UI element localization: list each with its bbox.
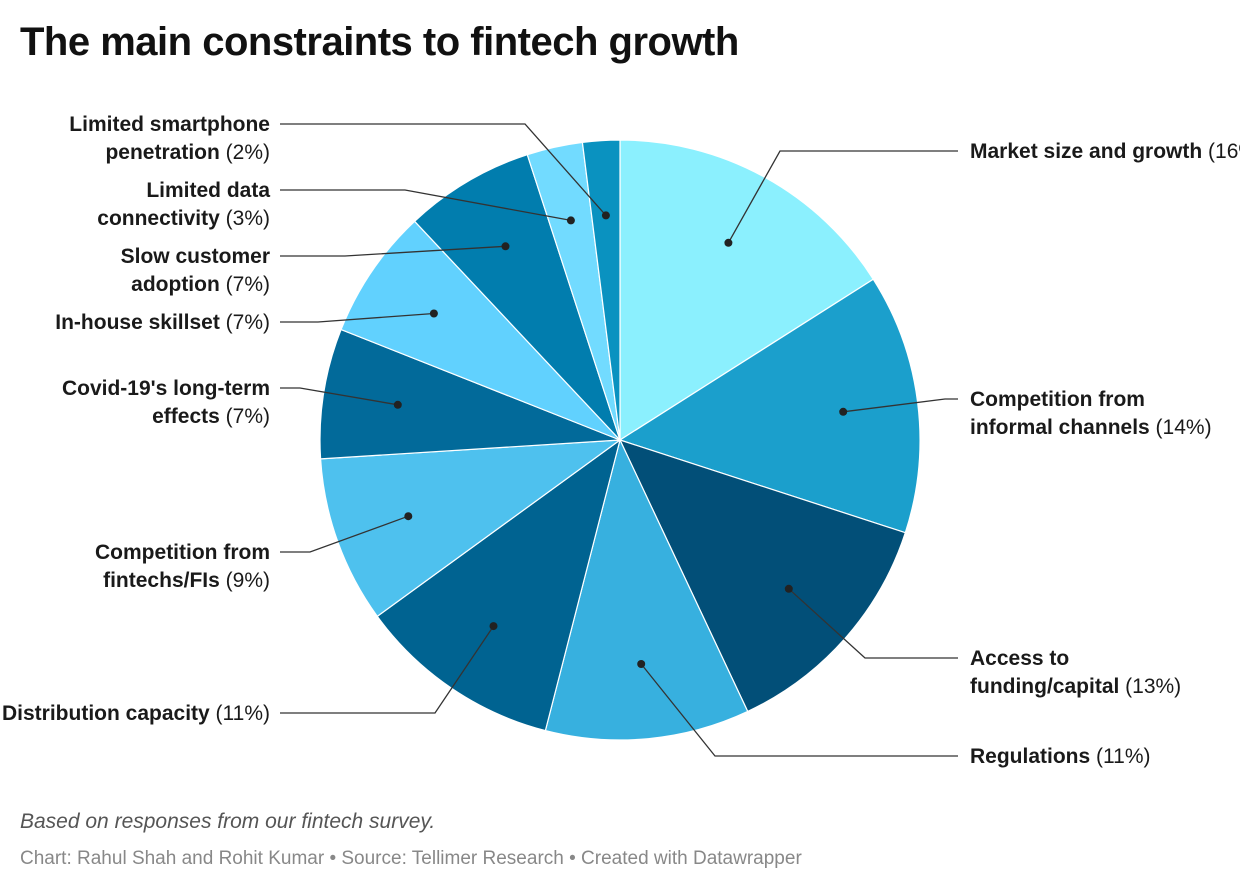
slice-label: Regulations (11%) [970, 745, 1150, 768]
leader-lines [280, 123, 958, 757]
leader-line [640, 663, 958, 757]
label-line: Limited smartphone [69, 113, 270, 136]
label-line: penetration (2%) [105, 141, 270, 164]
leader-dot [501, 242, 510, 251]
slice-label: Slow customer adoption (7%) [121, 245, 270, 296]
leader-dot [566, 216, 575, 225]
label-name: Distribution capacity [2, 702, 210, 725]
label-line: Market size and growth (16%) [970, 140, 1240, 163]
leader-dot [724, 238, 733, 247]
label-line: fintechs/FIs (9%) [103, 569, 270, 592]
leader-line [280, 515, 409, 553]
slice-label: Competition from fintechs/FIs (9%) [95, 541, 270, 592]
leader-dot [404, 512, 413, 521]
label-name: Slow customer [121, 245, 270, 268]
label-percent: (7%) [220, 405, 270, 428]
label-line: informal channels (14%) [970, 416, 1212, 439]
leader-line [280, 312, 434, 323]
chart-credit: Chart: Rahul Shah and Rohit Kumar • Sour… [20, 848, 802, 869]
label-line: connectivity (3%) [97, 207, 270, 230]
label-line: Competition from [970, 388, 1145, 411]
label-line: effects (7%) [152, 405, 270, 428]
pie-slice [544, 438, 749, 741]
label-name: funding/capital [970, 675, 1119, 698]
label-name: Covid-19's long-term [62, 377, 270, 400]
label-percent: (11%) [1090, 745, 1150, 768]
slice-label: Access to funding/capital (13%) [970, 647, 1181, 698]
leader-line [280, 387, 398, 406]
leader-line [280, 625, 495, 714]
chart-note: Based on responses from our fintech surv… [20, 810, 436, 833]
label-line: Regulations (11%) [970, 745, 1150, 768]
label-percent: (2%) [220, 141, 270, 164]
label-name: informal channels [970, 416, 1150, 439]
leader-line [727, 150, 958, 244]
leader-line [280, 123, 607, 216]
label-line: Slow customer [121, 245, 270, 268]
label-line: Access to [970, 647, 1069, 670]
leader-dot [637, 660, 646, 668]
slice-label: In-house skillset (7%) [55, 311, 270, 334]
label-percent: (3%) [220, 207, 270, 230]
label-line: Limited data [146, 179, 270, 202]
label-percent: (16%) [1202, 140, 1240, 163]
leader-dot [784, 584, 793, 593]
slice-labels: Market size and growth (16%) Competition … [2, 113, 1240, 768]
label-name: Limited data [146, 179, 270, 202]
label-percent: (7%) [220, 311, 270, 334]
pie-slice [581, 139, 621, 441]
leader-dot [393, 400, 402, 409]
label-name: Limited smartphone [69, 113, 270, 136]
label-name: Access to [970, 647, 1069, 670]
pie-slices [319, 139, 921, 741]
slice-label: Limited smartphone penetration (2%) [69, 113, 270, 164]
label-name: fintechs/FIs [103, 569, 220, 592]
leader-line [788, 588, 958, 659]
pie-slice [618, 439, 907, 713]
label-line: adoption (7%) [131, 273, 270, 296]
label-percent: (7%) [220, 273, 270, 296]
label-name: adoption [131, 273, 220, 296]
slice-label: Covid-19's long-term effects (7%) [62, 377, 270, 428]
label-percent: (14%) [1150, 416, 1212, 439]
label-name: Competition from [95, 541, 270, 564]
chart-title: The main constraints to fintech growth [20, 20, 739, 64]
leader-dot [601, 211, 610, 220]
label-line: Competition from [95, 541, 270, 564]
slice-label: Distribution capacity (11%) [2, 702, 270, 725]
slice-label: Limited data connectivity (3%) [97, 179, 270, 230]
label-name: effects [152, 405, 220, 428]
slice-label: Market size and growth (16%) [970, 140, 1240, 163]
label-name: Market size and growth [970, 140, 1202, 163]
label-percent: (11%) [210, 702, 270, 725]
label-line: In-house skillset (7%) [55, 311, 270, 334]
label-percent: (13%) [1119, 675, 1181, 698]
leader-line [280, 189, 572, 222]
leader-line [843, 398, 958, 413]
label-percent: (9%) [220, 569, 270, 592]
label-line: funding/capital (13%) [970, 675, 1181, 698]
label-line: Covid-19's long-term [62, 377, 270, 400]
leader-dot [429, 309, 438, 318]
label-name: penetration [105, 141, 219, 164]
pie-slice [413, 153, 621, 441]
pie-slice [619, 139, 875, 442]
leader-dot [489, 622, 498, 631]
pie-slice [319, 328, 621, 460]
label-name: In-house skillset [55, 311, 220, 334]
label-name: Regulations [970, 745, 1090, 768]
label-name: connectivity [97, 207, 220, 230]
leader-line [280, 245, 506, 257]
label-name: Competition from [970, 388, 1145, 411]
slice-label: Competition from informal channels (14%) [970, 388, 1212, 439]
leader-dot [839, 407, 848, 416]
pie-slice [340, 220, 621, 441]
label-line: Distribution capacity (11%) [2, 702, 270, 725]
